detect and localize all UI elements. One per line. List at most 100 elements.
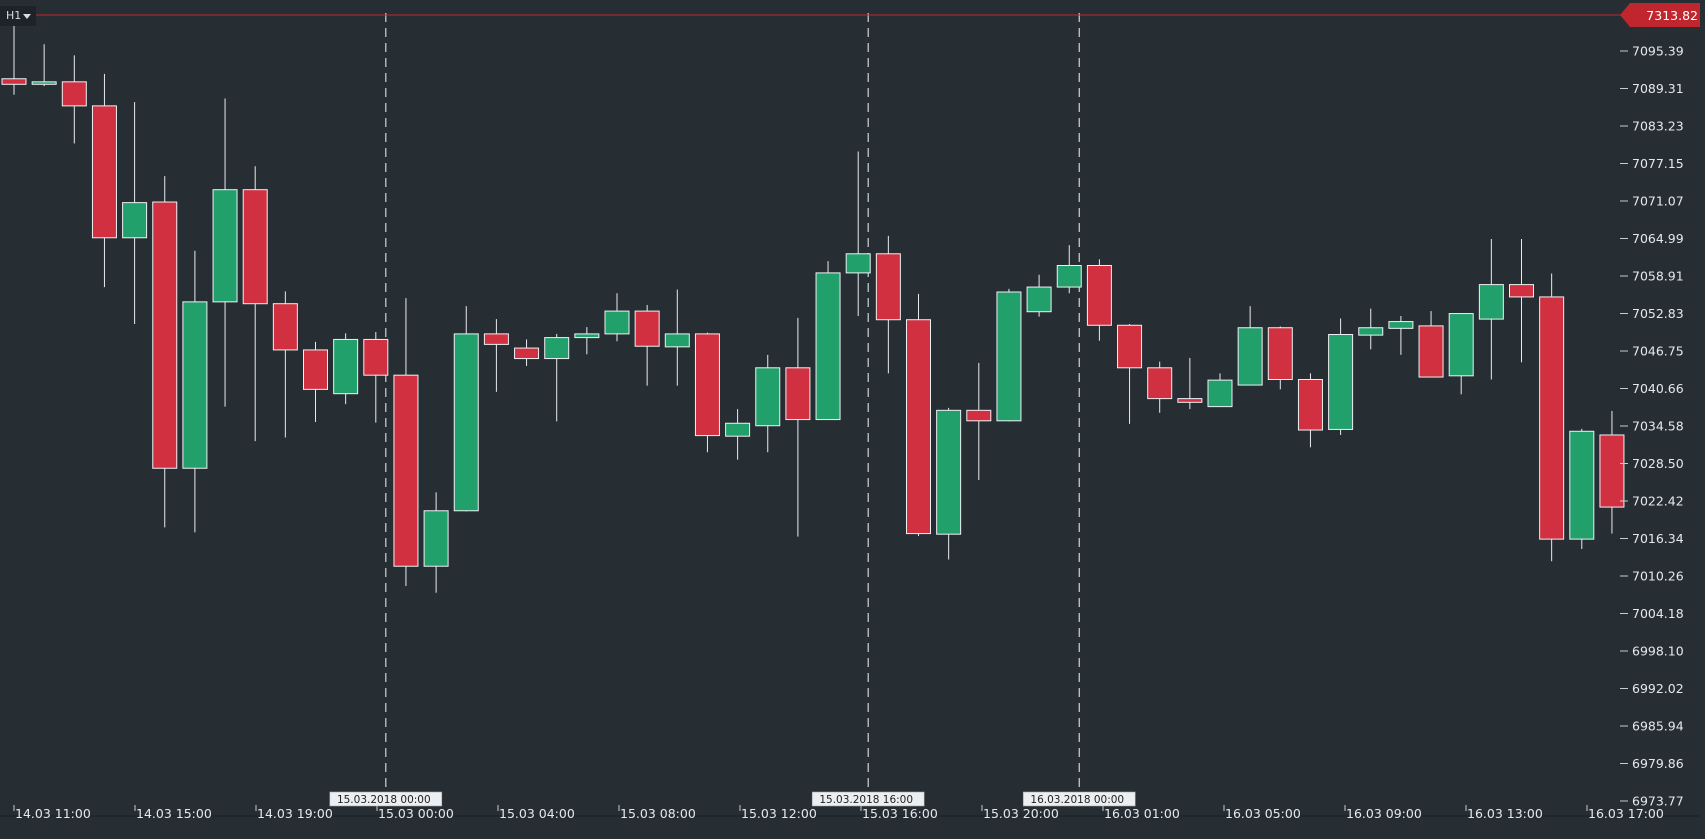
time-tick-label: 15.03 08:00 <box>620 806 696 821</box>
candle-body-bullish <box>212 189 238 303</box>
candle-body-bullish <box>1207 379 1233 408</box>
candle <box>272 291 298 438</box>
candle-body-bearish <box>91 105 117 239</box>
price-tick-label: 7089.31 <box>1632 81 1684 96</box>
candle <box>1569 428 1595 549</box>
candle <box>122 102 148 325</box>
candle-body-bullish <box>122 202 148 239</box>
candle <box>785 317 811 537</box>
time-tick-label: 16.03 17:00 <box>1588 806 1664 821</box>
candle <box>1358 308 1384 350</box>
candle <box>574 327 600 355</box>
timeframe-label: H1 <box>6 9 22 22</box>
candle-body-bearish <box>1 78 27 85</box>
price-tick-label: 7046.75 <box>1632 344 1684 359</box>
candle-body-bullish <box>845 253 871 274</box>
price-tick-label: 7040.66 <box>1632 381 1684 396</box>
candle-body-bullish <box>453 333 479 512</box>
period-separator-badge <box>1022 791 1136 807</box>
candle-body-bullish <box>815 272 841 421</box>
candle <box>815 261 841 421</box>
candle <box>453 306 479 512</box>
period-separator-marker: 15.03.2018 00:00 <box>329 791 443 807</box>
candle <box>755 354 781 453</box>
period-separator-badge <box>329 791 443 807</box>
price-tick-label: 6979.86 <box>1632 756 1684 771</box>
candle <box>906 293 931 537</box>
price-tick-label: 7095.39 <box>1632 44 1684 59</box>
time-tick-label: 15.03 04:00 <box>499 806 575 821</box>
candle <box>664 289 690 386</box>
candle-body-bullish <box>31 81 57 85</box>
candle <box>1448 313 1474 395</box>
period-separator-labels: 15.03.2018 00:00 15.03.2018 16:00 16.03.20… <box>329 791 1136 807</box>
candle <box>1056 245 1082 294</box>
candle <box>1599 410 1625 534</box>
candle <box>91 73 117 288</box>
candle <box>31 44 57 87</box>
candle <box>1086 259 1112 341</box>
price-tick-label: 7028.50 <box>1632 456 1684 471</box>
candle <box>996 288 1022 422</box>
time-axis: 14.03 11:00 14.03 15:00 14.03 19:00 15.03 0… <box>0 805 1700 821</box>
candle-body-bullish <box>996 291 1022 422</box>
candle <box>242 166 268 442</box>
time-tick-label: 15.03 20:00 <box>983 806 1059 821</box>
candle-body-bullish <box>755 367 781 427</box>
candle <box>152 176 178 528</box>
current-price-line-group: 7313.82 <box>0 3 1700 27</box>
candle <box>1388 316 1414 355</box>
price-tick-label: 6998.10 <box>1632 644 1684 659</box>
candle <box>1328 318 1354 435</box>
price-tick-label: 7016.34 <box>1632 531 1684 546</box>
candle-body-bullish <box>1478 284 1504 320</box>
period-separator-label: 15.03.2018 00:00 <box>337 794 431 806</box>
candle-body-bearish <box>1297 379 1323 431</box>
price-tick-label: 7077.15 <box>1632 156 1684 171</box>
candle-body-bearish <box>514 347 540 360</box>
candle <box>1237 306 1263 386</box>
candle-body-bearish <box>785 367 811 421</box>
time-tick-label: 16.03 05:00 <box>1225 806 1301 821</box>
candle-body-bullish <box>725 422 751 437</box>
candle <box>61 55 87 144</box>
period-separator-marker: 15.03.2018 16:00 <box>811 791 925 807</box>
time-tick-label: 14.03 15:00 <box>136 806 212 821</box>
current-price-label: 7313.82 <box>1646 8 1698 23</box>
candle-body-bullish <box>664 333 690 348</box>
price-tick-label: 7052.83 <box>1632 306 1684 321</box>
candle-body-bullish <box>1237 327 1263 386</box>
time-tick-label: 16.03 01:00 <box>1104 806 1180 821</box>
candle-body-bullish <box>1569 430 1595 540</box>
candle <box>1026 274 1052 317</box>
time-tick-label: 16.03 09:00 <box>1346 806 1422 821</box>
candle <box>604 293 630 342</box>
candle <box>1509 238 1534 363</box>
time-tick-label: 16.03 13:00 <box>1467 806 1543 821</box>
candle-body-bullish <box>1388 321 1414 329</box>
candle-body-bearish <box>1117 324 1143 369</box>
time-tick-label: 14.03 11:00 <box>15 806 91 821</box>
candle <box>1177 357 1203 410</box>
candle-body-bullish <box>1056 264 1082 288</box>
candle <box>634 304 660 386</box>
candle <box>212 98 238 407</box>
price-tick-label: 6973.77 <box>1632 794 1684 809</box>
candle <box>1117 324 1143 424</box>
candle <box>966 362 992 480</box>
candle <box>544 333 570 422</box>
candle <box>1418 311 1444 378</box>
time-tick-label: 15.03 12:00 <box>741 806 817 821</box>
timeframe-selector[interactable]: H1 <box>0 6 36 26</box>
price-axis: 7095.39 7089.31 7083.23 7077.15 7071.07 7064.… <box>1620 44 1684 809</box>
price-tick-label: 7058.91 <box>1632 269 1684 284</box>
time-tick-label: 14.03 19:00 <box>257 806 333 821</box>
candle-body-bearish <box>1086 264 1112 326</box>
candle <box>1478 238 1504 380</box>
candle-body-bearish <box>1539 296 1565 540</box>
candle <box>333 333 359 405</box>
candle-body-bearish <box>1509 284 1534 298</box>
candle-body-bullish <box>1358 327 1384 336</box>
